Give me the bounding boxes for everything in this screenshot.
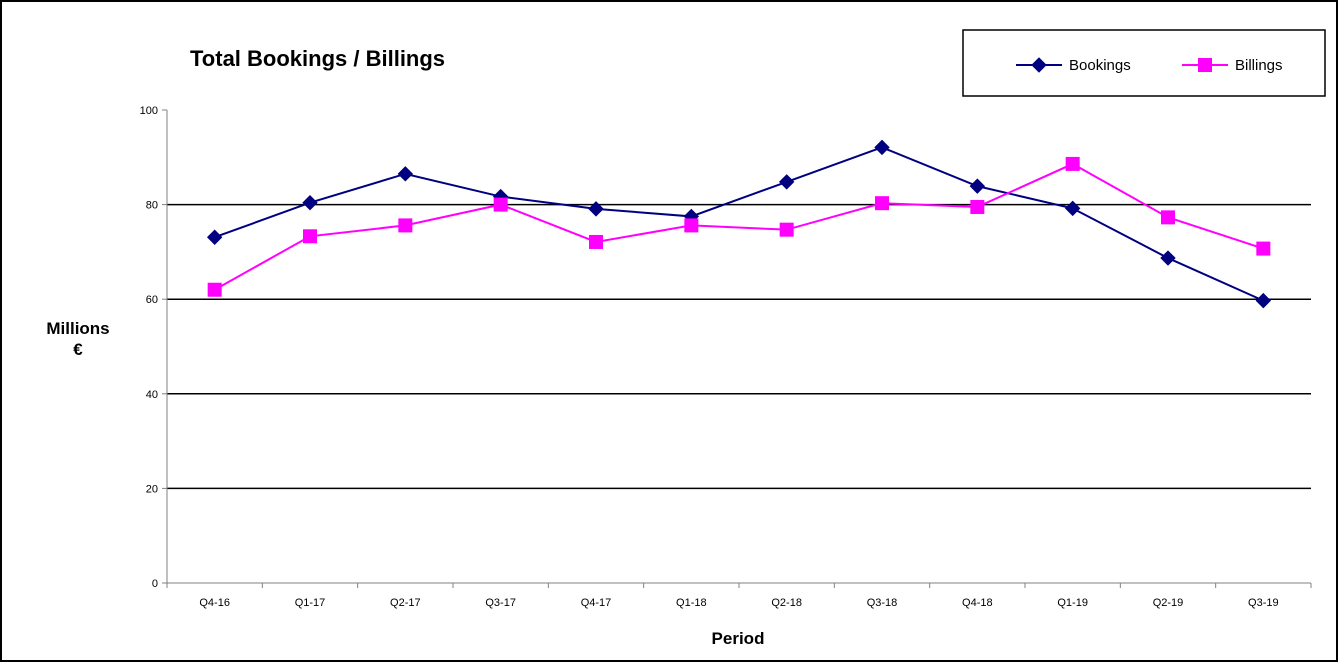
axes (162, 109, 1312, 588)
x-tick-label: Q1-17 (295, 597, 326, 609)
y-tick-label: 0 (152, 578, 158, 590)
bookings-point (874, 139, 890, 156)
x-tick-label: Q1-18 (676, 597, 707, 609)
bookings-point (1160, 250, 1176, 266)
x-tick-labels: Q4-16 Q1-17 Q2-17 Q3-17 Q4-17 Q1-18 Q2-18 Q3-18… (199, 597, 1278, 609)
bookings-point (588, 201, 604, 217)
x-tick-label: Q2-18 (771, 597, 802, 609)
legend-box (962, 29, 1326, 97)
y-tick-label: 80 (146, 200, 158, 212)
bookings-point (302, 195, 318, 211)
series-bookings (206, 139, 1272, 309)
legend-marker (1198, 58, 1212, 72)
x-tick-label: Q4-16 (199, 597, 230, 609)
bookings-line (214, 146, 1264, 302)
billings-point (1065, 156, 1080, 171)
billings-point (779, 222, 794, 237)
x-axis-title: Period (712, 629, 765, 648)
bookings-point (397, 166, 414, 182)
billings-point (303, 229, 317, 244)
bookings-point (1064, 200, 1081, 217)
billings-point (589, 234, 603, 249)
bookings-point (969, 178, 986, 194)
billings-point (970, 199, 985, 214)
y-tick-labels: 0 20 40 60 80 100 (140, 105, 158, 590)
legend-marker (1031, 57, 1047, 73)
legend-label: Bookings (1069, 57, 1131, 74)
x-tick-label: Q1-19 (1057, 597, 1088, 609)
y-tick-label: 60 (146, 294, 158, 306)
billings-point (493, 197, 508, 212)
y-axis-title-line2: € (73, 340, 83, 359)
x-tick-label: Q4-17 (581, 597, 612, 609)
x-tick-label: Q3-18 (867, 597, 898, 609)
billings-point (1256, 241, 1271, 256)
x-tick-label: Q4-18 (962, 597, 993, 609)
billings-line (214, 162, 1264, 291)
y-tick-label: 40 (146, 389, 158, 401)
legend-entry-billings: Billings (1182, 57, 1283, 74)
x-tick-label: Q3-19 (1248, 597, 1279, 609)
series-billings (207, 156, 1271, 297)
billings-point (684, 218, 699, 233)
billings-point (875, 196, 889, 211)
series-group (206, 139, 1272, 309)
x-tick-label: Q2-19 (1153, 597, 1184, 609)
x-tick-label: Q2-17 (390, 597, 421, 609)
bookings-point (206, 229, 223, 245)
x-tick-label: Q3-17 (485, 597, 516, 609)
bookings-point (778, 174, 795, 190)
legend: Bookings Billings (962, 29, 1326, 97)
y-tick-label: 100 (140, 105, 158, 117)
billings-point (398, 218, 413, 233)
y-axis-title-line1: Millions (46, 319, 109, 338)
billings-point (207, 282, 222, 297)
bookings-point (1255, 292, 1272, 309)
legend-entry-bookings: Bookings (1016, 57, 1131, 74)
chart-title: Total Bookings / Billings (190, 46, 445, 71)
gridlines (167, 203, 1311, 490)
y-tick-label: 20 (146, 483, 158, 495)
legend-label: Billings (1235, 57, 1283, 74)
billings-point (1161, 210, 1175, 225)
